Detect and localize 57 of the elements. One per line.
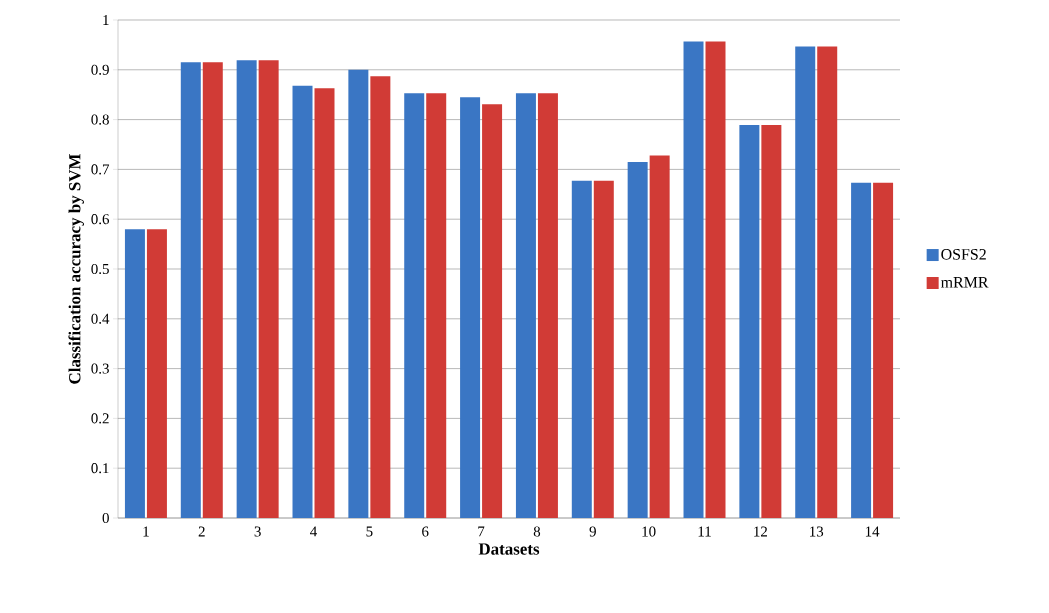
x-tick-label: 8 [533, 526, 541, 537]
bar [236, 60, 257, 518]
bar [460, 97, 481, 518]
bar [817, 46, 838, 518]
y-tick-label: 1 [103, 15, 109, 25]
bar [146, 229, 167, 518]
x-tick-label: 14 [865, 526, 880, 537]
x-tick-label: 10 [642, 526, 656, 537]
x-tick-label: 12 [754, 526, 768, 537]
bar [537, 93, 558, 518]
y-tick-label: 0.5 [91, 263, 109, 275]
bar [873, 182, 894, 518]
bar [202, 62, 223, 518]
x-tick-label: 13 [810, 526, 824, 537]
bar [426, 93, 447, 518]
bar [404, 93, 425, 518]
x-tick-label: 4 [310, 526, 317, 537]
bar [314, 88, 335, 518]
y-tick-label: 0.9 [91, 64, 109, 75]
bar [515, 93, 536, 518]
bar [571, 180, 592, 518]
y-tick-label: 0.3 [91, 363, 109, 374]
y-tick-label: 0.2 [91, 413, 109, 424]
bar [124, 229, 145, 518]
y-axis-title: Classification accuracy by SVM [68, 154, 84, 384]
bar [795, 46, 816, 518]
y-tick-label: 0.6 [91, 214, 110, 225]
x-tick-label: 6 [422, 526, 429, 537]
bar [649, 155, 670, 518]
bar [292, 85, 313, 518]
x-axis-title: Datasets [478, 543, 540, 555]
bar [258, 60, 279, 518]
bar [370, 76, 391, 518]
bar [627, 161, 648, 518]
y-tick-label: 0.7 [91, 164, 110, 175]
x-tick-label: 5 [366, 526, 373, 537]
x-tick-label: 2 [198, 526, 205, 537]
bar [761, 125, 782, 518]
legend-label: OSFS2 [941, 249, 986, 260]
legend-label: mRMR [940, 277, 989, 288]
bar [683, 41, 704, 518]
y-tick-label: 0 [102, 512, 109, 524]
y-tick-label: 0.8 [91, 114, 109, 125]
x-tick-label: 3 [254, 526, 261, 537]
x-tick-label: 7 [478, 526, 485, 537]
bar [348, 69, 369, 518]
x-tick-label: 11 [698, 526, 711, 537]
bar [482, 104, 503, 518]
bar [739, 125, 760, 518]
bar [705, 41, 726, 518]
y-tick-label: 0.4 [91, 313, 110, 324]
bar [851, 182, 872, 518]
bar [180, 62, 201, 518]
y-tick-label: 0.1 [91, 463, 109, 474]
x-tick-label: 1 [143, 526, 149, 537]
x-tick-label: 9 [589, 526, 596, 537]
bar [593, 180, 614, 518]
